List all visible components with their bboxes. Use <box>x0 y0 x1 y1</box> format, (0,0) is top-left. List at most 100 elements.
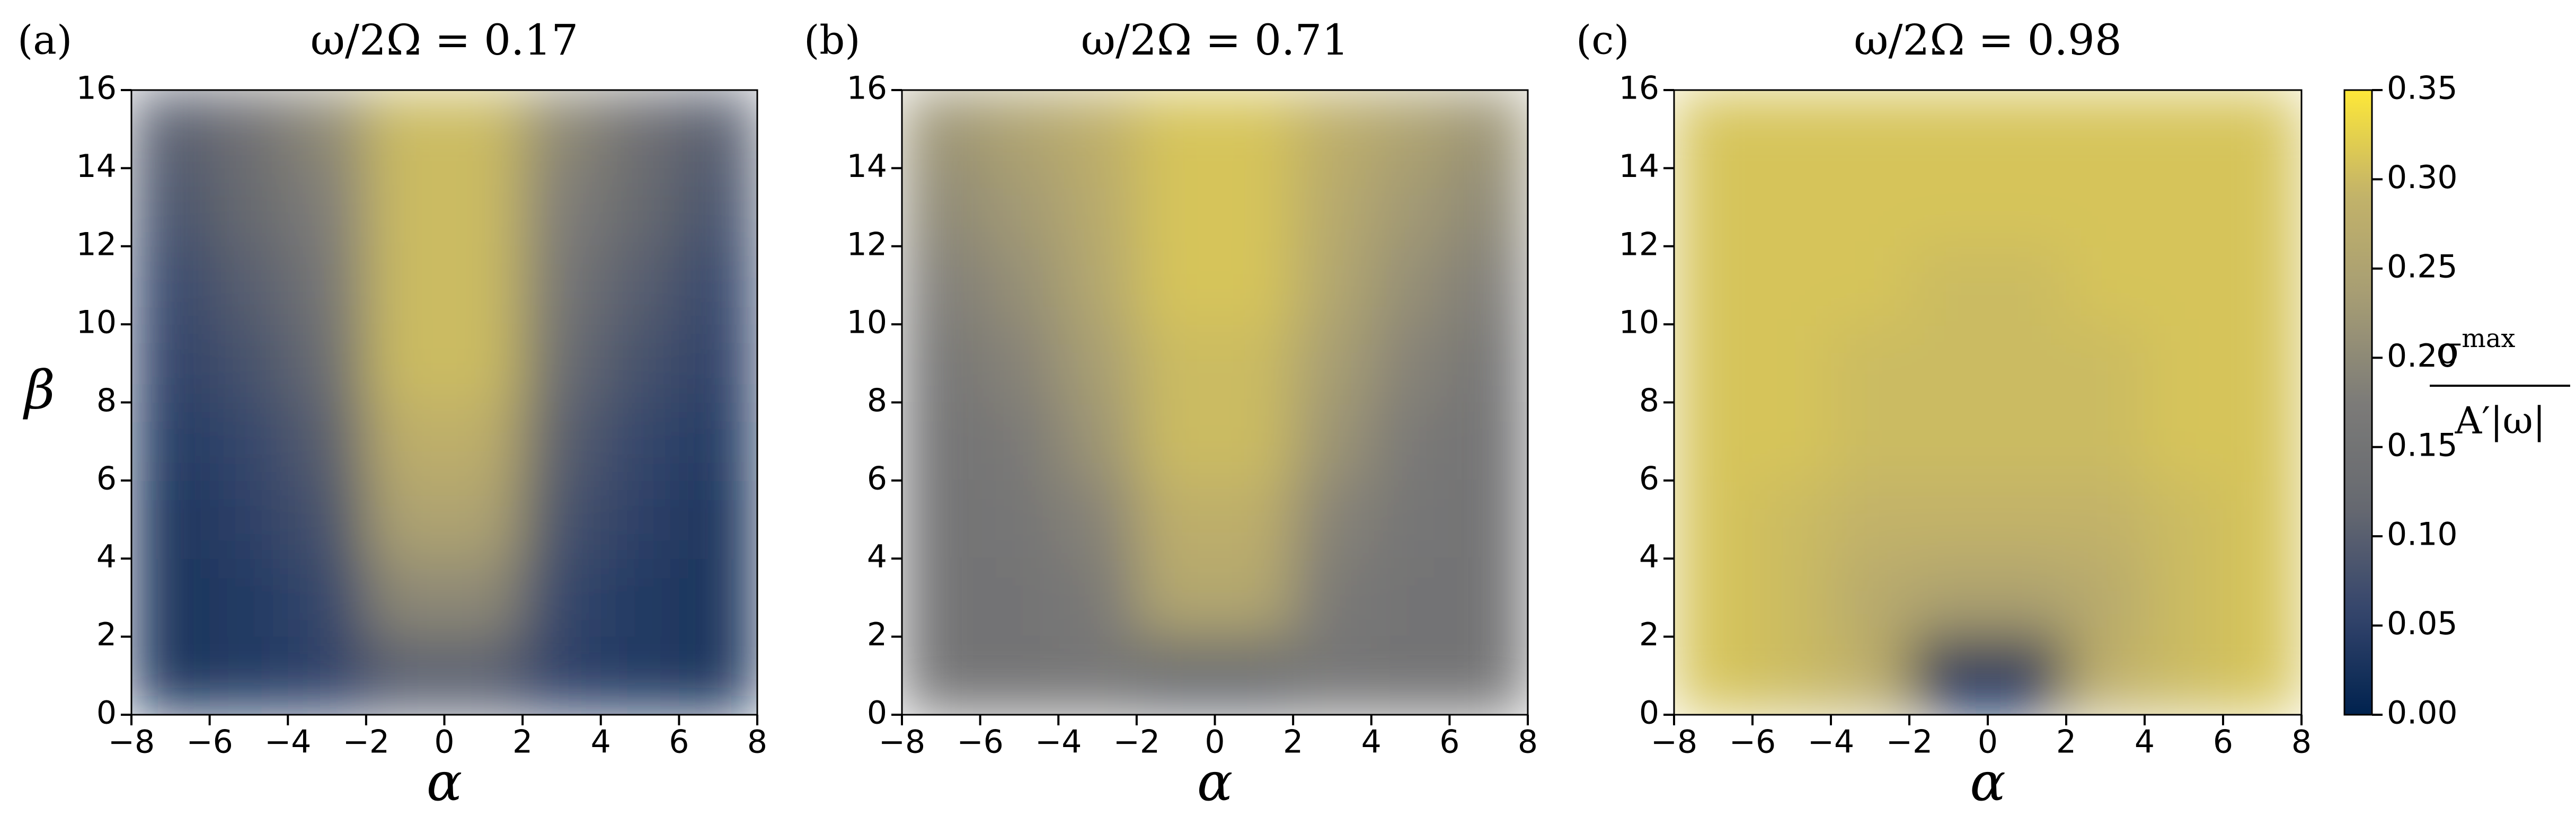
heatmap-cell <box>288 168 367 247</box>
heatmap-cell <box>679 402 757 481</box>
x-tick-label: 2 <box>512 724 533 761</box>
heatmap-cell <box>209 558 289 637</box>
heatmap-cell <box>444 558 524 637</box>
heatmap <box>1674 90 2301 715</box>
x-tick-label: −6 <box>186 724 233 761</box>
heatmap-cell <box>1674 90 1753 169</box>
colorbar-label-sup: max <box>2462 324 2515 353</box>
heatmap-cell <box>1058 246 1137 325</box>
heatmap-cell <box>1449 636 1528 715</box>
heatmap-cell <box>1449 480 1528 560</box>
heatmap-cell <box>444 480 524 560</box>
heatmap-cell <box>1752 246 1831 325</box>
colorbar-tick-label: 0.00 <box>2387 695 2458 732</box>
heatmap-cell <box>1136 246 1216 325</box>
x-tick-label: 0 <box>434 724 454 761</box>
heatmap-cell <box>1371 324 1450 403</box>
heatmap-cell <box>1988 480 2067 560</box>
x-tick-label: 6 <box>1439 724 1459 761</box>
heatmap-cell <box>1831 558 1910 637</box>
heatmap-cell <box>1293 90 1372 169</box>
heatmap-cell <box>288 402 367 481</box>
heatmap-cell <box>1215 168 1294 247</box>
x-tick-label: −4 <box>1035 724 1082 761</box>
colorbar <box>2343 89 2373 716</box>
heatmap-cell <box>2145 558 2224 637</box>
heatmap-cell <box>980 480 1059 560</box>
heatmap-cell <box>444 402 524 481</box>
heatmap-cell <box>131 558 210 637</box>
heatmap-cell <box>1293 324 1372 403</box>
heatmap-cell <box>2223 402 2301 481</box>
y-tick-label: 14 <box>847 148 887 185</box>
x-tick-label: −6 <box>957 724 1003 761</box>
x-tick-label: −8 <box>879 724 925 761</box>
heatmap-cell <box>131 636 210 715</box>
x-tick-label: 6 <box>669 724 689 761</box>
heatmap-cell <box>1831 480 1910 560</box>
heatmap-cell <box>131 246 210 325</box>
heatmap-cell <box>679 480 757 560</box>
heatmap-cell <box>1293 168 1372 247</box>
x-tick-label: −8 <box>1651 724 1697 761</box>
y-tick-label: 4 <box>867 538 887 575</box>
heatmap-cell <box>1136 558 1216 637</box>
heatmap-cell <box>444 90 524 169</box>
colorbar-label-sigma: σ <box>2437 328 2462 372</box>
x-tick-label: 6 <box>2213 724 2233 761</box>
heatmap-cell <box>1215 246 1294 325</box>
x-tick-label: 4 <box>591 724 611 761</box>
panel-title: ω/2Ω = 0.71 <box>1081 15 1349 65</box>
heatmap-cell <box>1752 90 1831 169</box>
heatmap-cell <box>2145 324 2224 403</box>
x-tick-label: −4 <box>264 724 311 761</box>
heatmap-cell <box>902 636 981 715</box>
heatmap-cell <box>2223 90 2301 169</box>
heatmap-cell <box>523 90 601 169</box>
heatmap-cell <box>2066 402 2145 481</box>
heatmap-cell <box>1215 558 1294 637</box>
heatmap-cell <box>980 168 1059 247</box>
heatmap-cell <box>980 324 1059 403</box>
y-tick-label: 12 <box>847 226 887 263</box>
heatmap <box>131 90 757 715</box>
heatmap-cell <box>1449 558 1528 637</box>
heatmap-cell <box>902 324 981 403</box>
heatmap-cell <box>600 324 680 403</box>
x-axis-label: α <box>1970 751 2006 813</box>
y-tick-label: 6 <box>867 460 887 497</box>
heatmap-cell <box>902 480 981 560</box>
x-tick-label: −2 <box>1113 724 1160 761</box>
x-tick-label: 0 <box>1205 724 1225 761</box>
colorbar-tick-label: 0.15 <box>2387 427 2458 464</box>
heatmap-cell <box>366 480 445 560</box>
x-tick-label: 2 <box>2056 724 2076 761</box>
heatmap-cell <box>366 168 445 247</box>
heatmap-cell <box>1909 90 1988 169</box>
heatmap-cell <box>1831 636 1910 715</box>
heatmap-cell <box>1371 168 1450 247</box>
y-tick-label: 4 <box>96 538 117 575</box>
panel-label: (a) <box>17 16 72 63</box>
x-tick-label: 0 <box>1978 724 1998 761</box>
heatmap-cell <box>131 402 210 481</box>
y-tick-label: 16 <box>847 70 887 107</box>
x-tick-label: −6 <box>1729 724 1776 761</box>
y-tick-label: 12 <box>1619 226 1659 263</box>
heatmap-cell <box>1909 324 1988 403</box>
x-tick-label: 8 <box>1518 724 1538 761</box>
heatmap-cell <box>1752 402 1831 481</box>
heatmap-cell <box>1988 90 2067 169</box>
heatmap-cell <box>1371 636 1450 715</box>
y-tick-label: 2 <box>867 616 887 653</box>
heatmap-cell <box>288 558 367 637</box>
heatmap-cell <box>2066 246 2145 325</box>
heatmap-cell <box>1752 324 1831 403</box>
colorbar-label-denominator: A′|ω| <box>2455 399 2546 442</box>
heatmap-cell <box>600 480 680 560</box>
heatmap-cell <box>980 636 1059 715</box>
heatmap-cell <box>679 168 757 247</box>
heatmap-cell <box>1058 558 1137 637</box>
heatmap-cell <box>1058 90 1137 169</box>
